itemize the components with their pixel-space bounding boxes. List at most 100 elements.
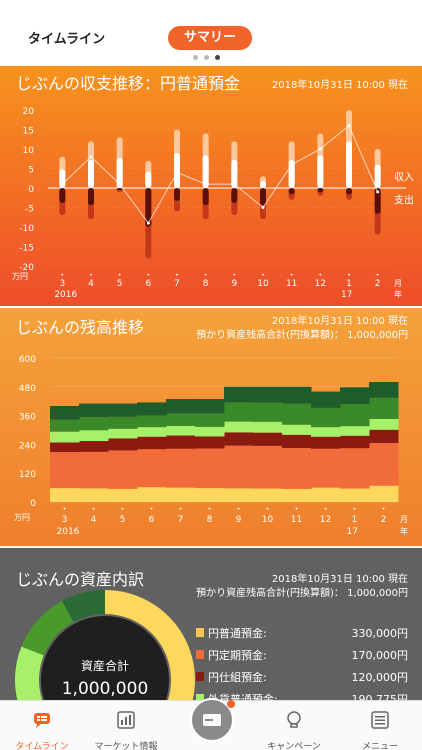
x-tick-dot: • [147,272,151,279]
asset-breakdown-card[interactable]: じぶんの資産内訳 2018年10月31日 10:00 現在 預かり資産残高合計(… [0,548,422,700]
legend-value: 170,000円 [351,649,409,662]
y-unit-label: 万円 [12,272,28,281]
legend-label: 外貨普通預金: [208,693,278,700]
balance-segment [340,404,370,427]
x-tick-label: 9 [236,515,242,525]
net-point [290,163,294,167]
balance-segment [253,445,283,489]
legend-row[interactable]: 外貨普通預金: 190,775円 [196,690,408,700]
bar-chart-icon [117,711,135,729]
balance-segment [79,488,109,502]
legend-row[interactable]: 円普通預金: 330,000円 [196,624,408,642]
balance-card[interactable]: じぶんの残高推移 2018年10月31日 10:00 現在 預かり資産残高合計(… [0,308,422,546]
income-bar [116,157,123,188]
balance-segment [340,387,370,405]
expense-bar [59,188,66,204]
card-center-button[interactable] [190,698,234,742]
notification-badge [227,700,235,708]
balance-segment [369,397,399,419]
total-label: 預かり資産残高合計(円換算額)： [196,588,344,599]
balance-segment [108,488,138,502]
balance-segment [79,430,109,442]
expense-label: 支出 [394,194,414,207]
balance-segment [224,386,254,403]
income-expense-card[interactable]: じぶんの収支推移：円普通預金 2018年10月31日 10:00 現在 20 15… [0,66,422,306]
x-tick-label: 3 [59,279,65,289]
donut-label: 資産合計 [81,658,129,673]
net-point [146,221,150,225]
x-tick-dot: • [150,506,154,513]
expense-bar [260,188,266,206]
expense-bar [317,188,324,193]
card-icon [203,714,221,726]
balance-segment [108,416,138,429]
net-point [89,155,93,159]
balance-segment [224,488,254,502]
page-indicator [193,55,220,60]
income-label: 収入 [394,171,414,183]
income-bar [145,171,152,188]
page-dot-active[interactable] [215,55,220,60]
x-tick-label: 7 [174,279,180,289]
expense-bar [145,188,152,227]
menu-list-icon [371,711,389,729]
nav-market[interactable]: マーケット情報 [84,701,168,750]
balance-segment [195,399,225,414]
balance-segment [369,442,399,486]
page-dot[interactable] [204,55,209,60]
x-tick-label: 7 [178,515,184,525]
x-unit-year: 年 [400,526,408,536]
y-tick-label: 15 [23,127,34,137]
legend-value: 120,000円 [351,671,409,684]
x-tick-dot: • [63,506,67,513]
chat-icon [34,713,50,728]
balance-segment [282,488,312,502]
x-tick-label: 4 [91,515,97,525]
legend-row[interactable]: 円定期預金: 170,000円 [196,646,408,664]
x-year-label: 17 [347,527,358,537]
donut-slice [21,600,74,656]
balance-segment [253,488,283,502]
balance-segment [195,413,225,427]
balance-segment [166,425,196,436]
x-tick-dot: • [295,506,299,513]
balance-segment [311,407,341,428]
balance-segment [137,415,167,428]
balance-segment [108,428,138,439]
y-tick-label: 600 [19,355,36,365]
balance-segment [282,434,312,448]
balance-segment [282,448,312,489]
x-tick-dot: • [61,272,65,279]
balance-segment [253,402,283,422]
x-tick-dot: • [179,506,183,513]
x-tick-dot: • [118,272,122,279]
x-tick-dot: • [92,506,96,513]
total-label: 預かり資産残高合計(円換算額)： [196,330,344,341]
nav-timeline[interactable]: タイムライン [0,701,84,750]
tab-timeline[interactable]: タイムライン [28,32,106,47]
net-point [118,182,122,186]
expense-bar [116,188,123,191]
top-tab-bar: タイムライン サマリー [0,0,422,66]
x-tick-dot: • [208,506,212,513]
tab-summary[interactable]: サマリー [168,26,252,50]
x-tick-label: 6 [145,279,151,289]
net-point [232,182,236,186]
net-point [261,206,265,209]
x-tick-dot: • [319,272,323,279]
nav-menu[interactable]: メニュー [338,701,422,750]
balance-segment [137,402,167,416]
legend-swatch [196,694,204,700]
expense-bar [346,188,352,195]
page-dot[interactable] [193,55,198,60]
balance-segment [108,403,138,417]
legend-row[interactable]: 円仕組預金: 120,000円 [196,668,408,686]
nav-campaign[interactable]: キャンペーン [252,701,336,750]
legend-label: 円仕組預金: [208,671,267,684]
x-tick-label: 5 [120,515,126,525]
balance-segment [311,391,341,408]
balance-segment [50,452,80,489]
donut-center [41,616,169,700]
y-tick-label: 360 [19,413,36,423]
